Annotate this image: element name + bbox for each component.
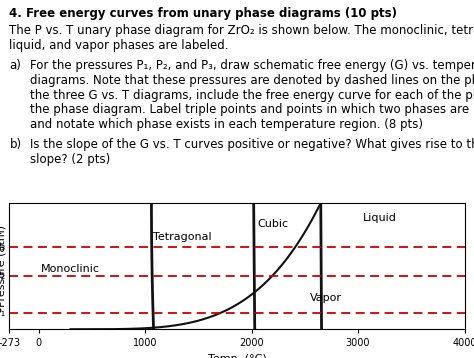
Text: Liquid: Liquid <box>363 213 396 223</box>
Text: b): b) <box>9 139 22 151</box>
Text: 4. Free energy curves from unary phase diagrams (10 pts): 4. Free energy curves from unary phase d… <box>9 7 398 20</box>
Text: liquid, and vapor phases are labeled.: liquid, and vapor phases are labeled. <box>9 39 229 52</box>
Y-axis label: Pressure (atm): Pressure (atm) <box>0 225 7 307</box>
Text: the three G vs. T diagrams, include the free energy curve for each of the phases: the three G vs. T diagrams, include the … <box>30 88 474 102</box>
Text: The P vs. T unary phase diagram for ZrO₂ is shown below. The monoclinic, tetrago: The P vs. T unary phase diagram for ZrO₂… <box>9 24 474 37</box>
Text: the phase diagram. Label triple points and points in which two phases are in equ: the phase diagram. Label triple points a… <box>30 103 474 116</box>
Text: and notate which phase exists in each temperature region. (8 pts): and notate which phase exists in each te… <box>30 118 423 131</box>
Text: diagrams. Note that these pressures are denoted by dashed lines on the phase dia: diagrams. Note that these pressures are … <box>30 74 474 87</box>
Text: P₁: P₁ <box>0 308 6 318</box>
Text: ≈1: ≈1 <box>0 226 3 236</box>
Text: Tetragonal: Tetragonal <box>153 232 211 242</box>
Text: Is the slope of the G vs. T curves positive or negative? What gives rise to this: Is the slope of the G vs. T curves posit… <box>30 139 474 151</box>
Text: a): a) <box>9 59 21 72</box>
Text: P₂: P₂ <box>0 271 6 281</box>
Text: For the pressures P₁, P₂, and P₃, draw schematic free energy (G) vs. temperature: For the pressures P₁, P₂, and P₃, draw s… <box>30 59 474 72</box>
Text: P₃: P₃ <box>0 242 6 252</box>
Text: Vapor: Vapor <box>310 293 342 303</box>
Text: Monoclinic: Monoclinic <box>41 263 100 274</box>
Text: slope? (2 pts): slope? (2 pts) <box>30 153 110 166</box>
Text: Cubic: Cubic <box>257 219 288 229</box>
X-axis label: Temp. (°C): Temp. (°C) <box>208 354 266 358</box>
